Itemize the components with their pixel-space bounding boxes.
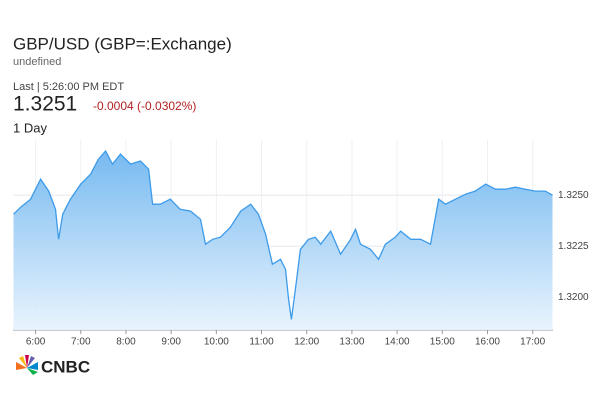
price-line: [13, 149, 553, 320]
chart-title: GBP/USD (GBP=:Exchange): [13, 34, 232, 53]
x-tick-label: 8:00: [116, 337, 136, 348]
range-label: 1 Day: [13, 120, 47, 135]
x-tick-label: 11:00: [249, 337, 274, 348]
price: 1.3251: [13, 93, 77, 116]
last-updated: Last | 5:26:00 PM EDT: [13, 81, 124, 93]
y-tick-label: 1.3200: [558, 292, 589, 303]
x-tick-label: 16:00: [475, 337, 500, 348]
peacock: [16, 355, 38, 375]
x-tick-label: 12:00: [294, 337, 319, 348]
x-tick-label: 17:00: [520, 337, 545, 348]
x-tick-label: 10:00: [204, 337, 229, 348]
x-tick-label: 15:00: [430, 337, 455, 348]
y-tick-label: 1.3250: [558, 190, 589, 201]
x-tick-label: 13:00: [339, 337, 364, 348]
area-fill: [13, 151, 553, 330]
series: [13, 149, 553, 330]
x-tick-label: 6:00: [26, 337, 46, 348]
price-change: -0.0004 (-0.0302%): [93, 99, 196, 113]
x-tick-label: 14:00: [385, 337, 410, 348]
y-tick-label: 1.3225: [558, 241, 589, 252]
subtitle: undefined: [13, 56, 61, 68]
brand-name: CNBC: [41, 357, 90, 376]
brand-logo: CNBC: [16, 355, 90, 376]
x-tick-label: 9:00: [161, 337, 181, 348]
x-tick-label: 7:00: [71, 337, 91, 348]
